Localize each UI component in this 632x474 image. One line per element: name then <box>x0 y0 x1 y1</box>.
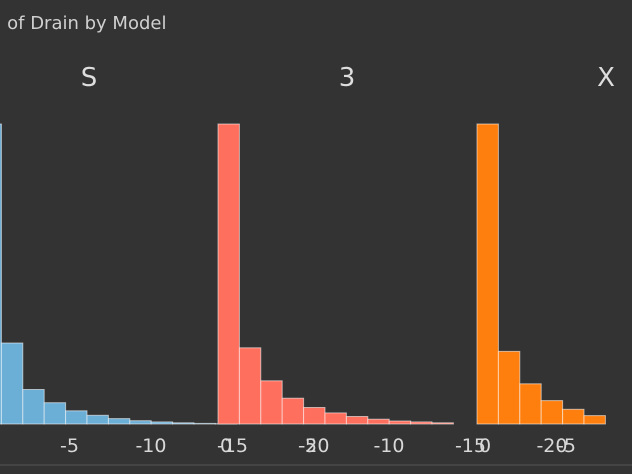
panel-label: X <box>597 63 615 93</box>
panel-label: S <box>81 63 98 93</box>
tick-label: -15 <box>217 435 248 457</box>
histogram-bar <box>260 380 283 425</box>
panel-label: 3 <box>339 63 356 93</box>
tick-label: -15 <box>455 435 486 457</box>
tick-label: -10 <box>373 435 404 457</box>
histogram-bar <box>324 412 347 425</box>
tick-label: -20 <box>536 435 567 457</box>
histogram-bar <box>0 342 24 425</box>
tick-label: -20 <box>298 435 329 457</box>
histogram-bar <box>22 389 45 425</box>
histogram-bar <box>217 123 240 425</box>
histogram-bar <box>281 397 305 425</box>
histogram-bar <box>172 422 195 425</box>
panel-X: X0-5-10 <box>476 63 615 457</box>
histogram-bar <box>476 123 499 425</box>
tick-label: -5 <box>557 435 576 457</box>
histogram-bar <box>519 383 542 425</box>
histogram-bar <box>367 418 390 425</box>
panel-3: 3 0 -5 -10 -15 -20 <box>217 63 567 457</box>
histogram-bar <box>345 416 369 425</box>
histogram-bar <box>150 421 174 425</box>
histogram-bar <box>540 400 564 425</box>
histogram-bar <box>193 422 216 425</box>
tick-label: 0 <box>220 435 232 457</box>
tick-label: 0 <box>479 435 491 457</box>
tick-label: -10 <box>135 435 166 457</box>
histogram-bar <box>431 422 454 425</box>
tick-label: -5 <box>60 435 79 457</box>
histogram-bar <box>410 421 433 425</box>
chart-title: n of Drain by Model <box>0 13 167 34</box>
histogram-bar <box>497 350 521 425</box>
histogram-bar <box>238 347 262 425</box>
histogram-bar <box>388 420 412 425</box>
histogram-bar <box>86 414 109 425</box>
histogram-bar <box>303 407 326 425</box>
tick-label: -5 <box>298 435 317 457</box>
histogram-bar <box>562 408 585 425</box>
panel-S: S -5 -10 -15 -20 <box>0 63 329 457</box>
histogram-bar <box>583 415 606 425</box>
histogram-bar <box>107 418 131 425</box>
histogram-bar <box>43 402 67 425</box>
histogram-bar <box>129 420 152 425</box>
histogram-bar <box>65 410 88 425</box>
histogram-bar <box>0 123 2 425</box>
